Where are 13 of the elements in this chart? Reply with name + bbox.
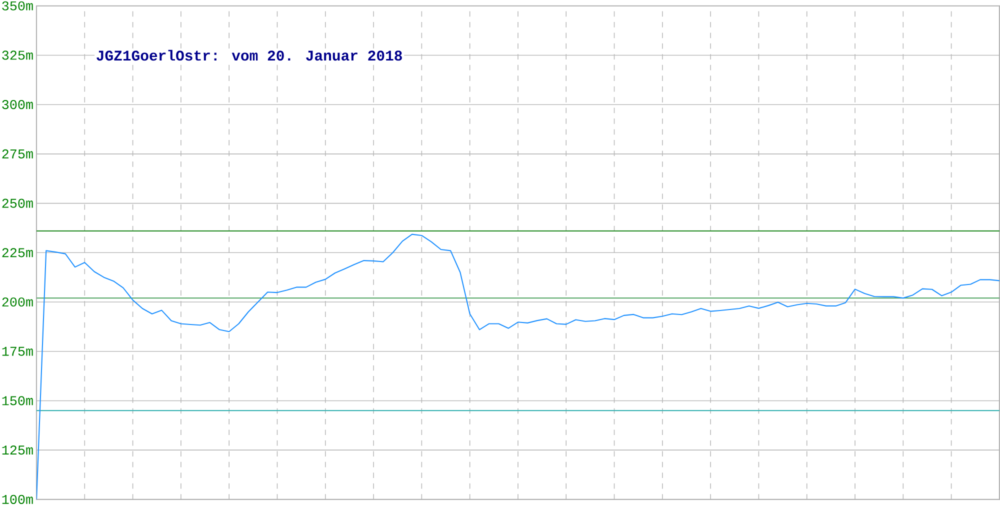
- y-tick-label: 200m: [2, 298, 33, 307]
- line-series: [36, 234, 1000, 500]
- y-tick-label: 175m: [2, 347, 33, 356]
- y-tick-label: 275m: [2, 150, 33, 159]
- y-tick-label: 100m: [2, 495, 33, 504]
- y-tick-label: 150m: [2, 396, 33, 406]
- y-tick-label: 125m: [2, 446, 33, 455]
- y-tick-label: 350m: [2, 1, 33, 11]
- text: JGZ1GoerlOstr: vom 20. Januar 2018: [96, 50, 402, 61]
- y-tick-label: 300m: [2, 100, 33, 110]
- y-tick-label: 325m: [2, 50, 33, 60]
- y-tick-label: 225m: [2, 248, 33, 258]
- y-tick-label: 250m: [2, 198, 33, 208]
